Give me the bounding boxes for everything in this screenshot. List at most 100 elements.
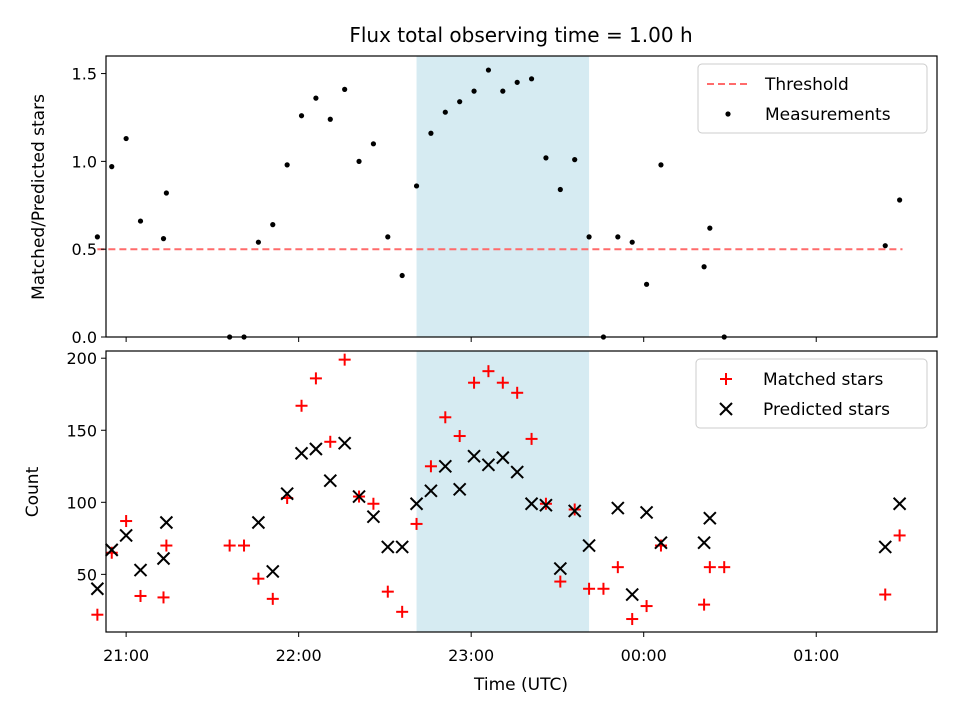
measurement-point — [557, 186, 563, 193]
predicted-star-marker — [381, 540, 395, 554]
measurement-point — [514, 79, 520, 85]
observing-window-shade-bottom — [416, 351, 590, 632]
predicted-star-marker — [90, 582, 105, 596]
matched-star-marker — [640, 600, 653, 613]
top-y-tick-label: 0.0 — [72, 328, 97, 347]
measurement-point — [94, 234, 100, 240]
predicted-stars-legend-swatch — [719, 402, 733, 416]
predicted-star-marker — [352, 489, 366, 504]
measurement-point — [327, 116, 333, 122]
predicted-star-marker — [567, 504, 582, 518]
top-y-axis: 0.0 0.5 1.0 1.5 — [72, 65, 106, 347]
measurement-point — [457, 99, 463, 105]
predicted-star-marker — [467, 449, 481, 463]
matched-star-marker — [309, 372, 322, 385]
measurement-point — [163, 190, 169, 196]
matched-star-marker — [525, 432, 538, 445]
matched-star-marker — [718, 561, 731, 574]
matched-star-marker — [453, 430, 466, 443]
measurement-point — [629, 239, 635, 245]
top-plot-area — [94, 56, 903, 340]
predicted-star-marker — [697, 535, 711, 550]
measurement-point — [586, 234, 592, 240]
bottom-plot-frame — [105, 350, 938, 633]
matched-star-marker — [554, 575, 567, 588]
measurement-point — [160, 236, 167, 242]
bottom-x-axis-label: Time (UTC) — [473, 675, 568, 695]
matched-star-marker — [324, 435, 337, 448]
matched-star-marker — [252, 572, 265, 585]
predicted-star-marker — [582, 538, 596, 553]
measurement-point — [882, 243, 888, 249]
bottom-x-tick-label: 22:00 — [276, 646, 322, 665]
bottom-x-tick-label: 23:00 — [448, 646, 494, 665]
predicted-star-marker — [337, 436, 352, 450]
top-y-axis-label: Matched/Predicted stars — [29, 94, 49, 300]
top-panel: 0.0 0.5 1.0 1.5 Matched/Predicted stars Thr… — [29, 55, 938, 347]
bottom-x-tick-label: 00:00 — [621, 646, 667, 665]
bottom-x-axis: 21:00 22:00 23:00 00:00 01:00 — [103, 632, 839, 665]
measurement-point — [109, 164, 115, 170]
predicted-star-marker — [424, 484, 438, 498]
predicted-star-marker — [280, 486, 294, 501]
top-legend-box — [697, 63, 928, 134]
predicted-star-marker — [654, 535, 668, 550]
matched-star-marker — [703, 561, 716, 574]
predicted-star-marker — [323, 473, 337, 488]
predicted-star-marker — [625, 587, 639, 602]
matched-star-marker — [468, 376, 481, 389]
measurement-point — [471, 88, 477, 94]
predicted-star-marker — [539, 498, 553, 512]
measurement-point — [255, 239, 261, 245]
matched-star-marker — [597, 582, 610, 595]
matched-star-marker — [583, 582, 596, 595]
predicted-star-marker — [553, 561, 568, 576]
matched-star-marker — [266, 592, 279, 605]
matched-star-marker — [223, 539, 236, 552]
matched-star-marker — [496, 376, 509, 389]
matched-star-marker — [511, 386, 524, 399]
matched-star-marker — [134, 589, 147, 602]
matched-star-marker — [381, 585, 394, 598]
predicted-star-marker — [266, 564, 280, 579]
predicted-star-marker — [611, 501, 625, 515]
predicted-star-marker — [892, 497, 907, 511]
predicted-star-marker — [294, 446, 309, 461]
top-y-tick-label: 0.5 — [72, 240, 97, 259]
measurement-point — [485, 67, 492, 73]
matched-star-marker — [626, 613, 639, 626]
predicted-star-marker — [159, 515, 174, 530]
measurement-point — [707, 225, 713, 231]
predicted-star-marker — [878, 540, 892, 554]
measurement-point — [643, 281, 650, 287]
predicted-star-marker — [452, 482, 467, 497]
matched-star-marker — [539, 497, 552, 510]
observing-window-shade-top — [416, 56, 590, 337]
bottom-panel: 50 100 150 200 21:00 22:00 23:00 00:00 01:00 Co… — [23, 349, 938, 695]
predicted-star-marker — [395, 540, 409, 554]
measurement-point — [356, 158, 362, 164]
chart-title: Flux total observing time = 1.00 h — [349, 23, 692, 47]
predicted-star-marker — [133, 563, 148, 577]
bottom-plot-area — [90, 351, 907, 632]
measurement-point — [428, 130, 434, 136]
measurement-point — [123, 135, 129, 142]
top-y-tick-label: 1.0 — [72, 152, 97, 171]
predicted-star-marker — [524, 497, 539, 511]
bottom-y-axis-label: Count — [23, 466, 43, 517]
top-y-tick-label: 1.5 — [72, 65, 97, 84]
predicted-star-marker — [481, 458, 496, 472]
threshold-legend-label: Threshold — [764, 75, 849, 95]
predicted-star-marker — [251, 515, 266, 530]
measurement-point — [615, 234, 621, 240]
matched-star-marker — [879, 588, 892, 601]
bottom-y-tick-label: 150 — [66, 421, 97, 440]
measurements-legend-swatch — [725, 111, 731, 117]
matched-star-marker — [482, 365, 495, 378]
predicted-star-marker — [438, 459, 453, 473]
measurement-point — [370, 141, 377, 147]
measurement-point — [385, 234, 391, 240]
measurement-point — [413, 183, 420, 189]
matched-stars-legend-label: Matched stars — [763, 370, 883, 390]
